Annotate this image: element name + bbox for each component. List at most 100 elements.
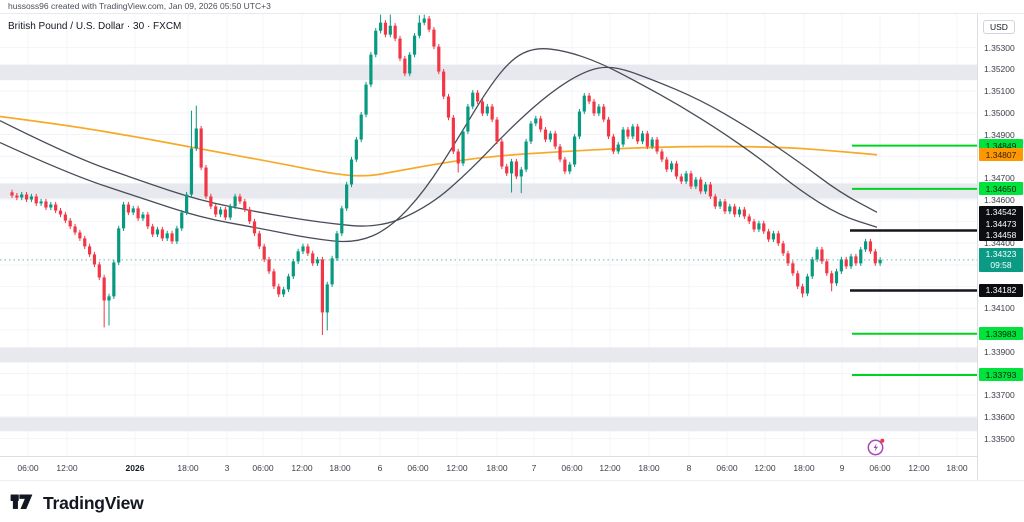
- attribution-bar: hussoss96 created with TradingView.com, …: [0, 0, 1024, 14]
- candle-body: [209, 196, 213, 207]
- candle-body: [495, 119, 499, 142]
- chart-pane[interactable]: British Pound / U.S. Dollar · 30 · FXCM: [0, 14, 977, 456]
- candle-body: [573, 136, 577, 165]
- candle-body: [243, 201, 247, 210]
- candle-body: [505, 166, 509, 174]
- time-axis-tick: 06:00: [407, 463, 429, 473]
- time-axis-tick: 18:00: [486, 463, 508, 473]
- candle-body: [805, 276, 809, 294]
- candle-body: [606, 119, 611, 137]
- candle-body: [810, 259, 814, 277]
- candle-body: [180, 212, 184, 229]
- candle-body: [20, 194, 24, 198]
- candle-body: [63, 214, 67, 221]
- green-price-label: 1.34650: [979, 182, 1023, 196]
- candle-body: [248, 209, 252, 222]
- candle-body: [451, 117, 455, 152]
- candle-body: [703, 184, 708, 192]
- candle-body: [548, 133, 552, 140]
- candle-body: [296, 251, 300, 262]
- candle-body: [330, 258, 334, 285]
- candle-body: [839, 259, 843, 272]
- price-axis-tick: 1.33900: [984, 346, 1015, 357]
- candle-body: [762, 223, 766, 232]
- candle-body: [684, 173, 688, 182]
- candle-body: [238, 196, 242, 202]
- candle-body: [306, 246, 310, 254]
- candle-body: [587, 95, 591, 102]
- candle-body: [781, 243, 785, 254]
- candle-body: [117, 228, 121, 263]
- candle-body: [39, 201, 43, 204]
- candle-body: [582, 95, 586, 112]
- candle-body: [107, 296, 111, 301]
- candle-body: [325, 284, 329, 313]
- candle-body: [214, 206, 218, 215]
- candle-body: [136, 208, 140, 219]
- candle-body: [558, 146, 562, 160]
- candle-body: [771, 233, 776, 240]
- ma-dark-fast: [0, 48, 878, 243]
- candle-body: [529, 123, 533, 142]
- candle-body: [417, 22, 421, 36]
- candle-body: [718, 201, 722, 207]
- candle-body: [442, 71, 446, 97]
- time-axis-tick: 12:00: [446, 463, 468, 473]
- candle-body: [563, 159, 567, 172]
- chart-canvas[interactable]: [0, 14, 977, 456]
- candle-body: [286, 276, 291, 290]
- candle-body: [223, 209, 227, 218]
- candle-body: [34, 196, 38, 204]
- black-price-label: 1.34458: [979, 228, 1023, 242]
- candle-body: [189, 148, 194, 195]
- gray-zone: [0, 347, 977, 363]
- candle-body: [160, 229, 164, 239]
- time-axis[interactable]: 06:00 12:00 2026 18:00 3 06:00 12:00 18:00 6 06:0…: [0, 456, 977, 480]
- candle-body: [170, 233, 174, 242]
- candle-body: [747, 216, 751, 222]
- candle-body: [592, 101, 596, 114]
- flash-replay-icon[interactable]: [866, 437, 886, 457]
- candle-body: [456, 151, 460, 164]
- price-axis-tick: 1.34400: [984, 238, 1015, 249]
- candle-body: [524, 141, 528, 170]
- time-axis-tick: 12:00: [56, 463, 78, 473]
- candle-body: [204, 167, 208, 197]
- price-axis[interactable]: USD 1.35300 1.35200 1.35100 1.35000 1.34900 1…: [977, 14, 1024, 480]
- currency-toggle-button[interactable]: USD: [983, 20, 1015, 34]
- candle-body: [393, 25, 397, 39]
- candle-body: [44, 201, 48, 208]
- candle-body: [141, 214, 145, 219]
- ma-dark-slow: [0, 66, 878, 227]
- candle-body: [233, 196, 237, 207]
- candle-body: [398, 38, 402, 59]
- time-axis-tick: 06:00: [17, 463, 39, 473]
- candle-body: [674, 163, 679, 177]
- candle-body: [97, 264, 101, 278]
- time-axis-tick: 12:00: [599, 463, 621, 473]
- time-axis-tick: 06:00: [252, 463, 274, 473]
- candle-body: [864, 241, 868, 250]
- time-axis-tick: 06:00: [561, 463, 583, 473]
- candle-body: [815, 249, 819, 260]
- candle-body: [480, 101, 485, 114]
- candle-body: [335, 233, 339, 259]
- price-axis-tick: 1.33500: [984, 433, 1015, 444]
- candle-body: [315, 259, 320, 264]
- orange-price-label: 1.34807: [979, 148, 1023, 162]
- candle-body: [88, 246, 92, 255]
- candle-body: [320, 259, 324, 313]
- candle-body: [699, 179, 703, 192]
- tradingview-logo[interactable]: TradingView: [10, 490, 144, 517]
- attribution-text: hussoss96 created with TradingView.com, …: [8, 1, 271, 11]
- candle-body: [199, 128, 203, 168]
- candle-body: [78, 232, 82, 239]
- candle-body: [631, 126, 635, 137]
- candle-body: [689, 173, 693, 187]
- price-axis-tick: 1.33600: [984, 411, 1015, 422]
- tradingview-logo-text: TradingView: [43, 493, 144, 513]
- time-axis-tick: 7: [531, 463, 537, 473]
- candle-body: [262, 246, 266, 260]
- gray-zone: [0, 64, 977, 81]
